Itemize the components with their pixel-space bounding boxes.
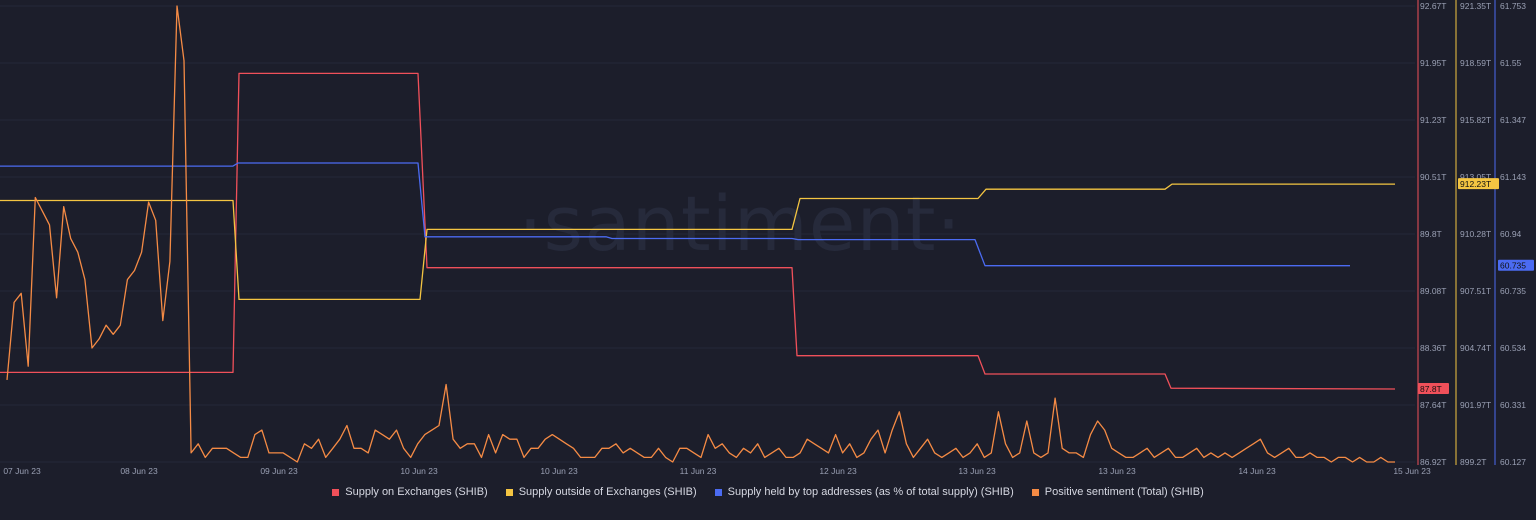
y-tick-label: 913.05T xyxy=(1460,172,1491,182)
x-tick-label: 12 Jun 23 xyxy=(819,466,857,476)
legend-label: Positive sentiment (Total) (SHIB) xyxy=(1044,486,1204,498)
y-tick-label: 61.55 xyxy=(1500,58,1522,68)
y-tick-label: 910.28T xyxy=(1460,229,1491,239)
y-tick-label: 60.331 xyxy=(1500,400,1526,410)
y-tick-label: 86.92T xyxy=(1420,457,1446,467)
y-tick-label: 60.735 xyxy=(1500,286,1526,296)
x-tick-label: 10 Jun 23 xyxy=(400,466,438,476)
legend-item[interactable]: Positive sentiment (Total) (SHIB) xyxy=(1031,486,1204,498)
series-line-positive_sentiment xyxy=(6,5,1395,463)
y-tick-label: 90.51T xyxy=(1420,172,1446,182)
y-tick-label: 61.143 xyxy=(1500,172,1526,182)
y-tick-label: 87.64T xyxy=(1420,400,1446,410)
y-tick-label: 907.51T xyxy=(1460,286,1491,296)
last-value-badge xyxy=(1498,259,1534,271)
legend-label: Supply held by top addresses (as % of to… xyxy=(727,486,1014,498)
axes-layer: 92.67T 91.95T 91.23T 90.51T 89.8T 89.08T 88.36… xyxy=(1417,0,1534,467)
chart: ·santiment· 92.67T 91.95T 91.23T 90.51T 89.8… xyxy=(0,0,1534,476)
y-tick-label: 921.35T xyxy=(1460,1,1491,11)
x-tick-label: 09 Jun 23 xyxy=(260,466,298,476)
x-tick-label: 07 Jun 23 xyxy=(3,466,41,476)
y-tick-label: 61.347 xyxy=(1500,115,1526,125)
x-tick-label: 13 Jun 23 xyxy=(958,466,996,476)
series-layer xyxy=(0,5,1396,463)
x-tick-label: 10 Jun 23 xyxy=(540,466,578,476)
y-tick-label: 918.59T xyxy=(1460,58,1491,68)
legend-item[interactable]: Supply held by top addresses (as % of to… xyxy=(714,486,1014,498)
y-tick-label: 901.97T xyxy=(1460,400,1491,410)
series-line-supply_outside_exchanges xyxy=(0,183,1395,301)
legend-label: Supply on Exchanges (SHIB) xyxy=(345,486,488,498)
legend-swatch xyxy=(714,488,722,496)
legend-swatch xyxy=(505,488,513,496)
y-tick-label: 61.753 xyxy=(1500,1,1526,11)
series-line-supply_on_exchanges xyxy=(0,72,1396,390)
x-tick-label: 11 Jun 23 xyxy=(680,466,717,476)
legend-swatch xyxy=(332,488,340,496)
legend-label: Supply outside of Exchanges (SHIB) xyxy=(518,486,697,498)
y-tick-label: 89.08T xyxy=(1420,286,1446,296)
y-tick-label: 904.74T xyxy=(1460,343,1491,353)
y-tick-label: 92.67T xyxy=(1420,1,1446,11)
y-tick-label: 60.534 xyxy=(1500,343,1526,353)
x-tick-label: 08 Jun 23 xyxy=(120,466,158,476)
last-value-label: 87.8T xyxy=(1420,384,1442,394)
y-tick-label: 88.36T xyxy=(1420,343,1446,353)
legend-item[interactable]: Supply outside of Exchanges (SHIB) xyxy=(505,486,697,498)
last-value-badge xyxy=(1418,383,1449,395)
y-tick-label: 60.94 xyxy=(1500,229,1522,239)
y-tick-label: 899.2T xyxy=(1460,457,1486,467)
x-axis: 07 Jun 23 08 Jun 23 09 Jun 23 10 Jun 23 10 J… xyxy=(3,466,1431,476)
last-value-badge xyxy=(1458,178,1499,190)
x-tick-label: 13 Jun 23 xyxy=(1098,466,1136,476)
y-tick-label: 60.127 xyxy=(1500,457,1526,467)
y-tick-label: 89.8T xyxy=(1420,229,1442,239)
last-value-label: 912.23T xyxy=(1460,179,1491,189)
x-tick-label: 14 Jun 23 xyxy=(1238,466,1276,476)
legend-swatch xyxy=(1031,488,1039,496)
y-tick-label: 91.95T xyxy=(1420,58,1446,68)
x-tick-label: 15 Jun 23 xyxy=(1393,466,1431,476)
last-value-label: 60.735 xyxy=(1500,261,1526,271)
y-tick-label: 91.23T xyxy=(1420,115,1446,125)
y-tick-label: 915.82T xyxy=(1460,115,1491,125)
series-line-supply_top_addresses xyxy=(0,162,1350,267)
legend-item[interactable]: Supply on Exchanges (SHIB) xyxy=(332,486,488,498)
legend: Supply on Exchanges (SHIB) Supply outside… xyxy=(0,486,1536,498)
watermark: ·santiment· xyxy=(518,179,961,268)
